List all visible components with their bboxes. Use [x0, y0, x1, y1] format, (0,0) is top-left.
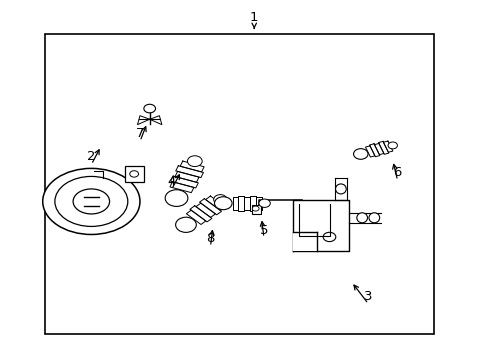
Ellipse shape: [42, 168, 140, 234]
Circle shape: [252, 206, 259, 211]
Ellipse shape: [356, 213, 367, 223]
Ellipse shape: [73, 189, 109, 214]
Circle shape: [213, 195, 226, 204]
Circle shape: [143, 104, 155, 113]
Circle shape: [165, 190, 187, 206]
Circle shape: [187, 156, 202, 167]
Bar: [292, 232, 316, 251]
Ellipse shape: [55, 176, 127, 226]
Ellipse shape: [335, 184, 346, 194]
Text: 8: 8: [206, 233, 214, 246]
Circle shape: [323, 232, 335, 242]
Text: 6: 6: [393, 166, 401, 179]
Circle shape: [259, 199, 270, 207]
Text: 2: 2: [87, 150, 95, 163]
Text: 1: 1: [249, 11, 258, 24]
Circle shape: [353, 149, 367, 159]
Bar: [251, 205, 260, 214]
Ellipse shape: [368, 213, 379, 223]
Text: 3: 3: [364, 289, 372, 303]
Text: 5: 5: [259, 224, 267, 237]
Bar: [125, 166, 143, 182]
Polygon shape: [137, 116, 149, 125]
Text: 7: 7: [136, 127, 144, 140]
Text: 4: 4: [167, 175, 175, 188]
Bar: [45, 33, 433, 334]
Circle shape: [214, 197, 232, 210]
Circle shape: [175, 217, 196, 233]
Circle shape: [129, 171, 138, 177]
Polygon shape: [149, 116, 162, 125]
Circle shape: [387, 142, 397, 149]
